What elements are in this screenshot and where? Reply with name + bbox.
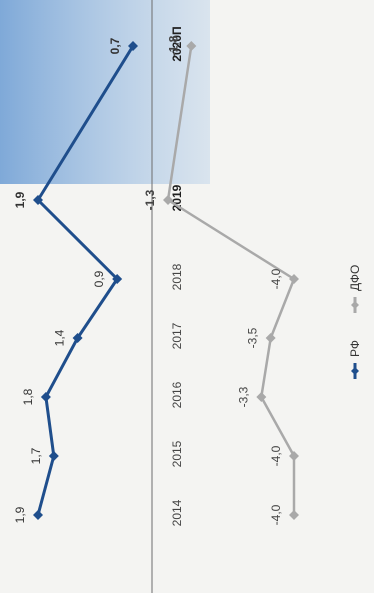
series-point-rf: [72, 333, 83, 343]
series-point-dfo: [163, 195, 173, 205]
series-point-rf: [128, 41, 138, 51]
series-point-dfo: [289, 510, 299, 520]
legend-label-rf: РФ: [348, 340, 362, 357]
data-label-rf: 1,7: [29, 447, 43, 464]
legend-marker-rf: [351, 367, 359, 375]
series-point-rf: [33, 510, 43, 520]
category-label: 2014: [170, 499, 184, 526]
series-point-rf: [40, 392, 51, 402]
data-label-rf: 1,9: [13, 191, 27, 208]
data-label-dfo: -4,0: [269, 504, 283, 525]
legend-marker-dfo: [351, 301, 359, 309]
legend-label-dfo: ДФО: [348, 265, 362, 291]
data-label-dfo: -3,3: [236, 386, 250, 407]
data-label-dfo: -3,5: [246, 327, 260, 348]
series-point-dfo: [265, 333, 276, 343]
data-label-dfo: -4,0: [269, 268, 283, 289]
series-point-rf: [112, 274, 123, 284]
category-label: 2016: [170, 381, 184, 408]
data-label-rf: 0,9: [92, 270, 106, 287]
category-label: 2020П: [170, 26, 184, 61]
series-point-dfo: [186, 41, 197, 51]
data-label-dfo: -1,8: [166, 35, 180, 56]
series-point-rf: [33, 195, 43, 205]
series-point-rf: [48, 451, 59, 461]
category-label: 2018: [170, 263, 184, 290]
data-label-dfo: -4,0: [269, 445, 283, 466]
data-label-rf: 1,4: [53, 329, 67, 346]
data-label-rf: 0,7: [108, 37, 122, 54]
series-point-dfo: [289, 451, 299, 461]
category-label: 2015: [170, 440, 184, 467]
series-point-dfo: [256, 392, 267, 402]
series-point-dfo: [289, 274, 299, 284]
data-label-rf: 1,8: [21, 388, 35, 405]
data-label-rf: 1,9: [13, 506, 27, 523]
data-label-dfo: -1,3: [143, 189, 157, 210]
category-label: 2017: [170, 322, 184, 349]
